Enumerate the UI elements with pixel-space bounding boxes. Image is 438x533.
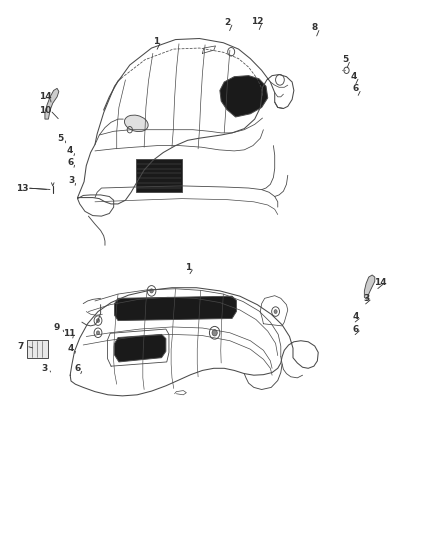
Text: 6: 6 [74,365,81,373]
Text: 3: 3 [364,294,370,303]
Text: 6: 6 [353,325,359,334]
Text: 6: 6 [67,158,73,167]
Ellipse shape [124,115,148,132]
Circle shape [274,310,277,313]
Circle shape [96,331,99,335]
Text: 9: 9 [54,323,60,332]
Text: 12: 12 [251,17,264,26]
Text: 3: 3 [41,364,47,373]
Text: 11: 11 [63,329,75,338]
Circle shape [212,329,217,336]
Polygon shape [136,159,182,192]
Text: 5: 5 [57,134,63,143]
Text: 8: 8 [311,23,318,33]
Text: 1: 1 [153,37,159,46]
Text: 4: 4 [67,147,73,156]
Polygon shape [115,296,237,320]
Text: 4: 4 [68,344,74,353]
Polygon shape [45,88,59,119]
Polygon shape [220,76,268,117]
Circle shape [150,289,153,293]
Text: 13: 13 [16,183,28,192]
Text: 4: 4 [353,312,359,321]
Text: 14: 14 [39,92,51,101]
Text: 3: 3 [68,176,74,185]
Text: 14: 14 [374,278,386,287]
Polygon shape [364,275,375,300]
Text: 4: 4 [351,72,357,81]
Polygon shape [115,334,166,362]
Text: 2: 2 [225,18,231,27]
Text: 6: 6 [353,84,359,93]
Text: 10: 10 [39,106,51,115]
Text: 1: 1 [185,263,192,272]
Polygon shape [27,340,47,358]
Text: 7: 7 [18,342,24,351]
Text: 5: 5 [342,55,348,64]
Circle shape [96,319,99,322]
